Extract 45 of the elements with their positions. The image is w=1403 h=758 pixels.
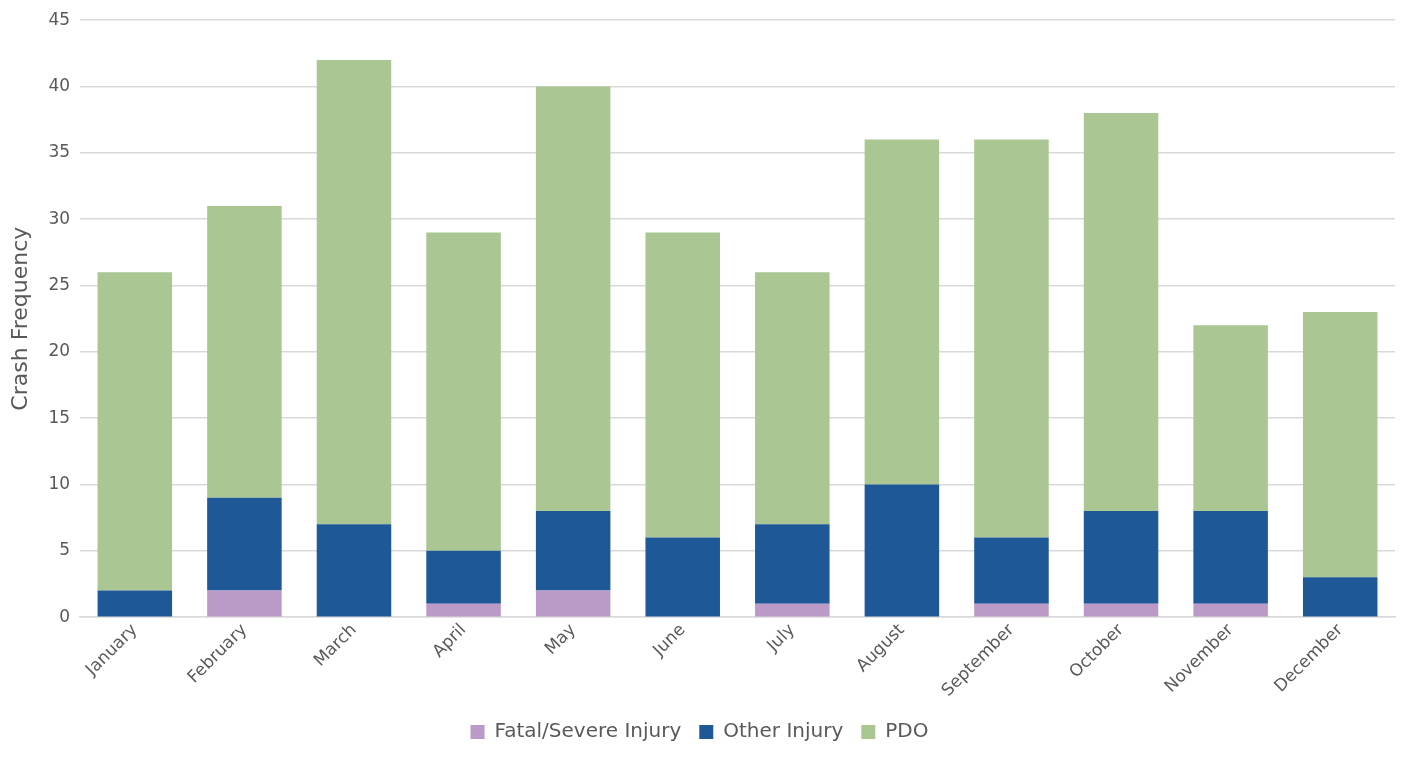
- bar: [645, 537, 720, 617]
- bar: [426, 550, 501, 604]
- bar: [1083, 511, 1159, 604]
- bar: [974, 139, 1049, 538]
- bar: [207, 497, 282, 591]
- y-tick-label: 0: [59, 605, 71, 626]
- bar: [755, 272, 830, 525]
- bar: [97, 590, 173, 617]
- legend-label: PDO: [885, 718, 929, 743]
- bar: [1302, 312, 1378, 578]
- bar: [535, 511, 611, 591]
- bar: [1193, 325, 1268, 512]
- y-tick-label: 25: [48, 273, 71, 294]
- y-tick-label: 30: [48, 207, 71, 228]
- bar: [645, 232, 720, 538]
- bar: [207, 590, 282, 617]
- bar: [426, 603, 501, 617]
- y-tick-label: 45: [48, 8, 71, 29]
- legend-label: Fatal/Severe Injury: [494, 718, 682, 743]
- bar: [316, 524, 392, 617]
- bar: [864, 484, 940, 617]
- y-tick-label: 5: [59, 539, 71, 560]
- y-axis-title: Crash Frequency: [6, 226, 32, 411]
- bar: [535, 590, 611, 617]
- bar: [755, 603, 830, 617]
- legend-label: Other Injury: [723, 718, 844, 743]
- bar: [864, 139, 940, 485]
- bar: [974, 537, 1049, 604]
- bar: [1083, 113, 1159, 512]
- y-tick-label: 20: [48, 340, 71, 361]
- bar: [755, 524, 830, 604]
- y-tick-label: 10: [48, 472, 71, 493]
- bar: [1193, 603, 1268, 617]
- bar: [316, 60, 392, 525]
- bar: [1193, 511, 1268, 604]
- bar: [1083, 603, 1159, 617]
- bar: [97, 272, 173, 591]
- bar: [1302, 577, 1378, 617]
- y-tick-label: 40: [48, 74, 71, 95]
- bar: [426, 232, 501, 551]
- bar: [207, 205, 282, 498]
- y-tick-label: 15: [48, 406, 71, 427]
- bar: [535, 86, 611, 512]
- bar: [974, 603, 1049, 617]
- y-tick-label: 35: [48, 141, 71, 162]
